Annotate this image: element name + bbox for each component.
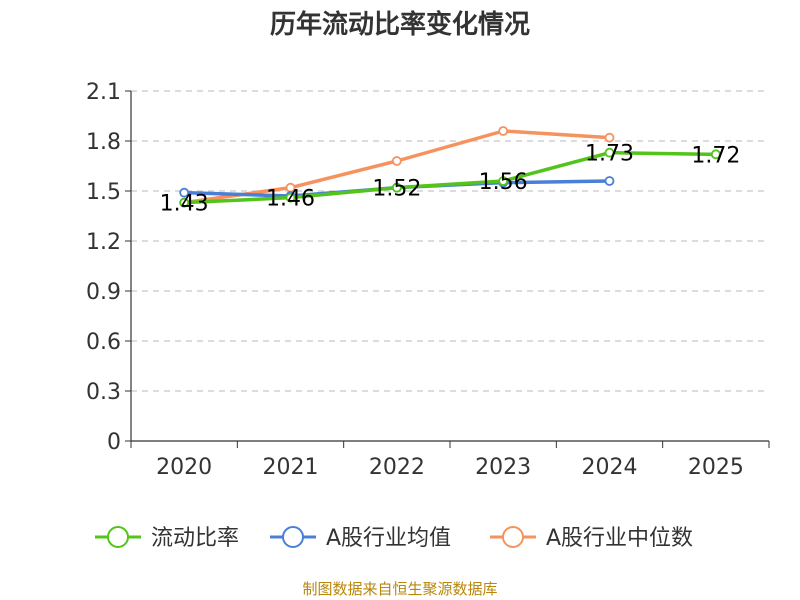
data-label: 1.56 bbox=[479, 170, 528, 195]
legend-marker bbox=[107, 526, 129, 548]
legend-marker bbox=[502, 526, 524, 548]
chart-title: 历年流动比率变化情况 bbox=[270, 9, 530, 40]
data-point bbox=[391, 182, 402, 193]
x-tick-labels: 2020 2021 2022 2023 2024 2025 bbox=[156, 455, 744, 480]
y-tick-label: 2.1 bbox=[86, 80, 121, 105]
data-point bbox=[285, 192, 296, 203]
legend-marker bbox=[282, 526, 304, 548]
y-tick-label: 0.3 bbox=[86, 380, 121, 405]
x-tick-label: 2022 bbox=[369, 455, 425, 480]
legend[interactable]: 流动比率 A股行业均值 A股行业中位数 bbox=[95, 526, 693, 551]
series-points bbox=[179, 126, 721, 208]
y-tick-label: 0.6 bbox=[86, 330, 121, 355]
data-label: 1.43 bbox=[160, 192, 209, 217]
legend-label: A股行业均值 bbox=[326, 526, 451, 551]
data-point bbox=[391, 156, 402, 166]
grid-lines bbox=[131, 90, 769, 392]
data-point bbox=[710, 149, 721, 160]
axes bbox=[125, 90, 770, 448]
legend-item[interactable]: A股行业中位数 bbox=[490, 526, 693, 551]
x-tick-label: 2025 bbox=[688, 455, 744, 480]
x-tick-label: 2024 bbox=[582, 455, 638, 480]
y-tick-label: 1.2 bbox=[86, 230, 121, 255]
series-line bbox=[184, 150, 716, 205]
data-point bbox=[179, 187, 190, 198]
y-tick-label: 0.9 bbox=[86, 280, 121, 305]
data-label: 1.72 bbox=[691, 143, 740, 168]
data-point bbox=[498, 176, 509, 186]
y-tick-label: 0 bbox=[107, 430, 121, 455]
legend-label: A股行业中位数 bbox=[546, 526, 693, 551]
data-label: 1.73 bbox=[585, 142, 634, 167]
data-point bbox=[604, 132, 615, 143]
y-tick-labels: 0 0.3 0.6 0.9 1.2 1.5 1.8 2.1 bbox=[86, 80, 121, 455]
data-point bbox=[604, 147, 615, 158]
data-point bbox=[179, 197, 190, 208]
x-tick-label: 2023 bbox=[475, 455, 531, 480]
x-tick-label: 2021 bbox=[263, 455, 319, 480]
data-labels: 1.43 1.46 1.52 1.56 1.73 1.72 bbox=[160, 142, 741, 217]
data-point bbox=[604, 176, 615, 186]
series-lines bbox=[183, 129, 716, 205]
data-label: 1.52 bbox=[372, 177, 421, 202]
data-label: 1.46 bbox=[266, 187, 315, 212]
legend-label: 流动比率 bbox=[151, 526, 239, 551]
data-point bbox=[498, 126, 509, 136]
source-note: 制图数据来自恒生聚源数据库 bbox=[302, 580, 497, 598]
x-tick-label: 2020 bbox=[156, 455, 212, 480]
legend-item[interactable]: 流动比率 bbox=[95, 526, 239, 551]
y-tick-label: 1.8 bbox=[86, 130, 121, 155]
y-tick-label: 1.5 bbox=[86, 180, 121, 205]
legend-item[interactable]: A股行业均值 bbox=[270, 526, 451, 551]
